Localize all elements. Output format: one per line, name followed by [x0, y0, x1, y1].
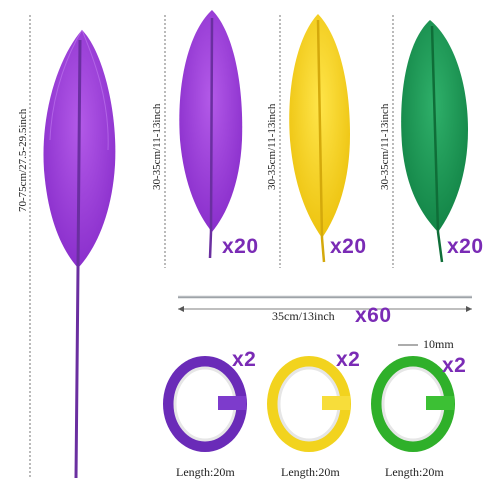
small-yellow-feather: [289, 14, 350, 263]
green-tape-roll: [371, 344, 455, 452]
large-feather-size-label: 70-75cm/27.5-29.5inch: [17, 108, 29, 212]
yellow-tape-roll: [267, 356, 351, 452]
purple-tape-length: Length:20m: [176, 465, 235, 479]
small-green-feather: [401, 20, 468, 263]
wire-size-label: 35cm/13inch: [272, 309, 335, 323]
yellow-tape-length: Length:20m: [281, 465, 340, 479]
small-purple-feather: [179, 10, 243, 259]
purple-tape-roll: [163, 356, 247, 452]
feather1-size-label: 30-35cm/11-13inch: [151, 103, 163, 190]
large-purple-feather: [43, 29, 116, 479]
wire-qty: x60: [355, 304, 392, 327]
feather2-size-label: 30-35cm/11-13inch: [266, 103, 278, 190]
feather1-qty: x20: [222, 235, 259, 258]
wire-stick: [178, 295, 472, 312]
feather2-qty: x20: [330, 235, 367, 258]
feather3-qty: x20: [447, 235, 484, 258]
green-tape-qty: x2: [442, 354, 467, 377]
feather3-size-label: 30-35cm/11-13inch: [379, 103, 391, 190]
yellow-tape-qty: x2: [336, 348, 361, 371]
tape-width-label: 10mm: [423, 337, 454, 351]
green-tape-length: Length:20m: [385, 465, 444, 479]
purple-tape-qty: x2: [232, 348, 257, 371]
